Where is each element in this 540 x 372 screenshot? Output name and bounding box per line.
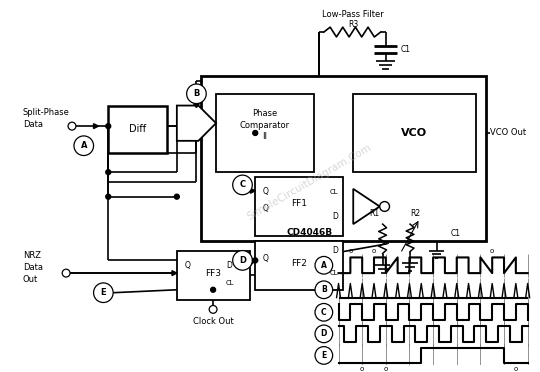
Text: o: o bbox=[372, 248, 376, 254]
Text: CL: CL bbox=[330, 270, 339, 276]
Text: D: D bbox=[321, 329, 327, 339]
Text: Clock Out: Clock Out bbox=[193, 317, 233, 326]
Bar bbox=[353, 94, 476, 172]
Circle shape bbox=[106, 194, 111, 199]
Text: C: C bbox=[239, 180, 246, 189]
Circle shape bbox=[315, 347, 333, 364]
Text: VCO: VCO bbox=[401, 128, 428, 138]
Bar bbox=[255, 241, 343, 290]
Bar bbox=[216, 94, 314, 172]
Text: D: D bbox=[333, 246, 339, 255]
Circle shape bbox=[209, 305, 217, 313]
Text: R3: R3 bbox=[348, 20, 359, 29]
Circle shape bbox=[315, 256, 333, 274]
Text: o: o bbox=[490, 248, 494, 254]
Circle shape bbox=[233, 175, 252, 195]
Polygon shape bbox=[93, 124, 98, 129]
Circle shape bbox=[106, 124, 111, 129]
Text: CD4046B: CD4046B bbox=[286, 228, 332, 237]
Text: C1: C1 bbox=[400, 45, 410, 54]
Text: Q: Q bbox=[263, 254, 269, 263]
Text: C1: C1 bbox=[450, 230, 460, 238]
Polygon shape bbox=[177, 106, 216, 141]
Text: SimpleCircuitDiagram.Com: SimpleCircuitDiagram.Com bbox=[245, 142, 373, 222]
Circle shape bbox=[187, 84, 206, 103]
Text: Low-Pass Filter: Low-Pass Filter bbox=[322, 10, 384, 19]
Text: A: A bbox=[321, 261, 327, 270]
Text: o: o bbox=[384, 366, 388, 372]
Bar bbox=[201, 76, 485, 241]
Text: D: D bbox=[333, 212, 339, 221]
Text: CL: CL bbox=[226, 280, 234, 286]
Circle shape bbox=[253, 258, 258, 263]
Circle shape bbox=[93, 283, 113, 302]
Circle shape bbox=[315, 325, 333, 343]
Text: VCO Out: VCO Out bbox=[490, 128, 526, 138]
Text: FF2: FF2 bbox=[292, 259, 307, 268]
Circle shape bbox=[62, 269, 70, 277]
Text: D: D bbox=[239, 256, 246, 265]
Polygon shape bbox=[251, 188, 255, 193]
Circle shape bbox=[315, 304, 333, 321]
Circle shape bbox=[253, 131, 258, 135]
Text: D: D bbox=[226, 261, 232, 270]
Circle shape bbox=[68, 122, 76, 130]
Text: Phase
Comparator
II: Phase Comparator II bbox=[240, 109, 290, 141]
Text: Q: Q bbox=[185, 261, 191, 270]
Circle shape bbox=[106, 170, 111, 174]
Text: R1: R1 bbox=[369, 209, 380, 218]
Text: Split-Phase
Data: Split-Phase Data bbox=[23, 108, 70, 129]
Text: o: o bbox=[360, 366, 364, 372]
Circle shape bbox=[380, 202, 389, 211]
Bar bbox=[177, 251, 251, 299]
Polygon shape bbox=[251, 258, 255, 263]
Text: Q̄: Q̄ bbox=[263, 204, 269, 213]
Polygon shape bbox=[353, 189, 380, 224]
Circle shape bbox=[315, 281, 333, 299]
Text: A: A bbox=[80, 141, 87, 150]
Bar bbox=[255, 177, 343, 236]
Bar bbox=[108, 106, 167, 153]
Text: Diff: Diff bbox=[129, 124, 146, 134]
Polygon shape bbox=[193, 103, 199, 108]
Text: B: B bbox=[321, 285, 327, 294]
Text: R2: R2 bbox=[410, 209, 420, 218]
Text: FF3: FF3 bbox=[205, 269, 221, 278]
Text: o: o bbox=[348, 248, 353, 254]
Text: o: o bbox=[514, 366, 518, 372]
Polygon shape bbox=[172, 271, 177, 276]
Text: E: E bbox=[321, 351, 327, 360]
Text: Q: Q bbox=[263, 187, 269, 196]
Circle shape bbox=[74, 136, 93, 155]
Text: NRZ
Data
Out: NRZ Data Out bbox=[23, 251, 43, 283]
Circle shape bbox=[233, 251, 252, 270]
Text: E: E bbox=[100, 288, 106, 297]
Text: C: C bbox=[321, 308, 327, 317]
Text: B: B bbox=[193, 89, 200, 98]
Circle shape bbox=[174, 194, 179, 199]
Circle shape bbox=[211, 287, 215, 292]
Text: FF1: FF1 bbox=[292, 199, 307, 208]
Text: CL: CL bbox=[330, 189, 339, 195]
